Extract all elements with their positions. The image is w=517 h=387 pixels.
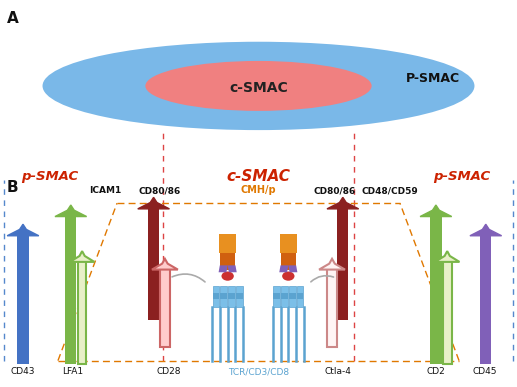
Bar (337, 207, 348, 320)
Polygon shape (138, 197, 170, 209)
Polygon shape (219, 265, 227, 272)
Text: LFA1: LFA1 (62, 367, 83, 376)
FancyArrowPatch shape (311, 276, 333, 282)
Bar (228, 293, 235, 300)
Text: CD80/86: CD80/86 (313, 187, 356, 195)
Bar (236, 286, 242, 307)
Text: p-SMAC: p-SMAC (433, 170, 490, 183)
Text: P-SMAC: P-SMAC (406, 72, 461, 85)
Bar (327, 267, 337, 347)
Text: p-SMAC: p-SMAC (22, 170, 79, 183)
Polygon shape (227, 265, 237, 272)
Text: CD45: CD45 (473, 367, 497, 376)
Bar (281, 253, 296, 271)
Bar (212, 286, 219, 307)
Bar (212, 293, 219, 300)
Ellipse shape (42, 42, 475, 130)
Bar (289, 286, 296, 307)
Text: c-SMAC: c-SMAC (226, 169, 291, 184)
Polygon shape (288, 265, 297, 272)
Bar (273, 293, 280, 300)
Bar (228, 286, 235, 307)
Circle shape (221, 272, 234, 281)
Polygon shape (470, 224, 501, 236)
Bar (281, 286, 288, 307)
Text: B: B (7, 180, 18, 195)
Polygon shape (435, 251, 460, 262)
Bar (236, 293, 242, 300)
Bar (220, 286, 227, 307)
Bar (480, 234, 492, 365)
Bar (281, 293, 288, 300)
Bar (273, 286, 280, 307)
Polygon shape (152, 259, 178, 270)
Polygon shape (279, 265, 288, 272)
Polygon shape (327, 197, 359, 209)
Bar (148, 207, 159, 320)
Text: CD28: CD28 (156, 367, 181, 376)
Polygon shape (70, 251, 95, 262)
Polygon shape (55, 205, 87, 217)
Text: Ctla-4: Ctla-4 (325, 367, 352, 376)
Bar (430, 215, 442, 365)
Bar (220, 253, 235, 271)
Text: ICAM1: ICAM1 (89, 187, 121, 195)
Bar (65, 215, 77, 365)
Text: CD48/CD59: CD48/CD59 (361, 187, 418, 195)
Text: A: A (7, 11, 18, 26)
Polygon shape (420, 205, 452, 217)
Bar (297, 286, 303, 307)
Bar (280, 234, 297, 253)
FancyArrowPatch shape (172, 274, 205, 282)
Text: CD2: CD2 (427, 367, 445, 376)
Polygon shape (7, 224, 39, 236)
Text: CMH/p: CMH/p (241, 185, 276, 195)
Bar (289, 293, 296, 300)
Polygon shape (319, 259, 345, 270)
Circle shape (282, 272, 295, 281)
Text: CD43: CD43 (11, 367, 35, 376)
Text: c-SMAC: c-SMAC (229, 81, 288, 95)
Bar (220, 293, 227, 300)
Bar (18, 234, 28, 365)
Bar (297, 293, 303, 300)
Bar (219, 234, 236, 253)
Bar (78, 260, 86, 365)
Text: TCR/CD3/CD8: TCR/CD3/CD8 (228, 367, 289, 376)
Bar (443, 260, 451, 365)
Text: CD80/86: CD80/86 (139, 187, 181, 195)
Bar (160, 267, 170, 347)
Ellipse shape (145, 61, 372, 111)
